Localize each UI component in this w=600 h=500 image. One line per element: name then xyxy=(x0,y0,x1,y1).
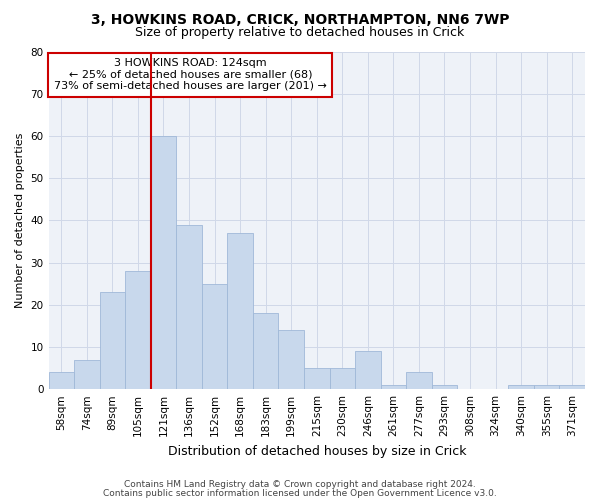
Bar xyxy=(278,330,304,389)
Bar xyxy=(74,360,100,389)
Text: 3 HOWKINS ROAD: 124sqm
← 25% of detached houses are smaller (68)
73% of semi-det: 3 HOWKINS ROAD: 124sqm ← 25% of detached… xyxy=(54,58,327,92)
Bar xyxy=(202,284,227,389)
Text: Size of property relative to detached houses in Crick: Size of property relative to detached ho… xyxy=(136,26,464,39)
Bar xyxy=(125,271,151,389)
Bar xyxy=(227,233,253,389)
Bar xyxy=(329,368,355,389)
Y-axis label: Number of detached properties: Number of detached properties xyxy=(15,132,25,308)
Text: 3, HOWKINS ROAD, CRICK, NORTHAMPTON, NN6 7WP: 3, HOWKINS ROAD, CRICK, NORTHAMPTON, NN6… xyxy=(91,12,509,26)
Bar xyxy=(49,372,74,389)
Bar xyxy=(380,385,406,389)
Bar xyxy=(151,136,176,389)
Text: Contains public sector information licensed under the Open Government Licence v3: Contains public sector information licen… xyxy=(103,488,497,498)
Bar xyxy=(559,385,585,389)
Bar xyxy=(534,385,559,389)
X-axis label: Distribution of detached houses by size in Crick: Distribution of detached houses by size … xyxy=(167,444,466,458)
Bar xyxy=(304,368,329,389)
Bar xyxy=(406,372,432,389)
Bar xyxy=(253,313,278,389)
Bar xyxy=(432,385,457,389)
Bar xyxy=(176,224,202,389)
Bar xyxy=(355,351,380,389)
Bar xyxy=(508,385,534,389)
Bar xyxy=(100,292,125,389)
Text: Contains HM Land Registry data © Crown copyright and database right 2024.: Contains HM Land Registry data © Crown c… xyxy=(124,480,476,489)
